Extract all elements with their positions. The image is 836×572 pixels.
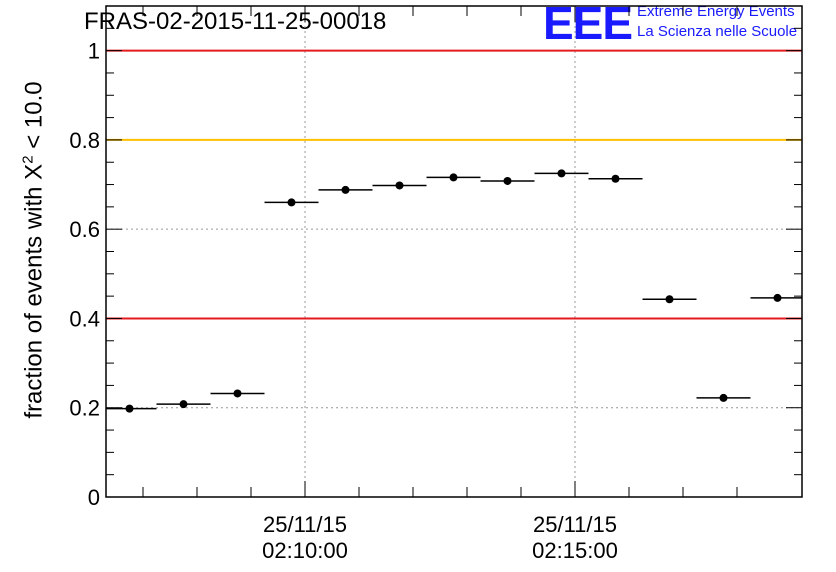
data-point [719, 393, 728, 402]
data-point [557, 169, 566, 178]
logo-caption-2: La Scienza nelle Scuole [637, 23, 798, 40]
y-tick-label: 0 [88, 485, 100, 510]
y-tick-label: 0.2 [69, 396, 100, 421]
data-point [611, 174, 620, 183]
data-point [449, 173, 458, 182]
data-point [341, 185, 350, 194]
data-point [287, 198, 296, 207]
data-points-group [106, 169, 802, 413]
chart-title: FRAS-02-2015-11-25-00018 [84, 8, 387, 35]
y-tick-label: 1 [88, 39, 100, 64]
x-tick-label-date: 25/11/15 [263, 512, 347, 537]
y-tick-label: 0.8 [69, 128, 100, 153]
plot-frame [105, 5, 803, 498]
data-point [665, 295, 674, 304]
x-tick-label-time: 02:10:00 [262, 538, 348, 563]
y-tick-label: 0.4 [69, 306, 100, 331]
y-tick-label: 0.6 [69, 217, 100, 242]
logo-caption-1: Extreme Energy Events [637, 3, 795, 20]
data-point [125, 404, 134, 413]
data-point [395, 181, 404, 190]
x-tick-label-date: 25/11/15 [533, 512, 617, 537]
data-point [179, 400, 188, 409]
x-tick-label-time: 02:15:00 [532, 538, 618, 563]
eee-logo: EEE [543, 0, 633, 49]
data-point [773, 293, 782, 302]
data-point [233, 389, 242, 398]
data-point [503, 176, 512, 185]
